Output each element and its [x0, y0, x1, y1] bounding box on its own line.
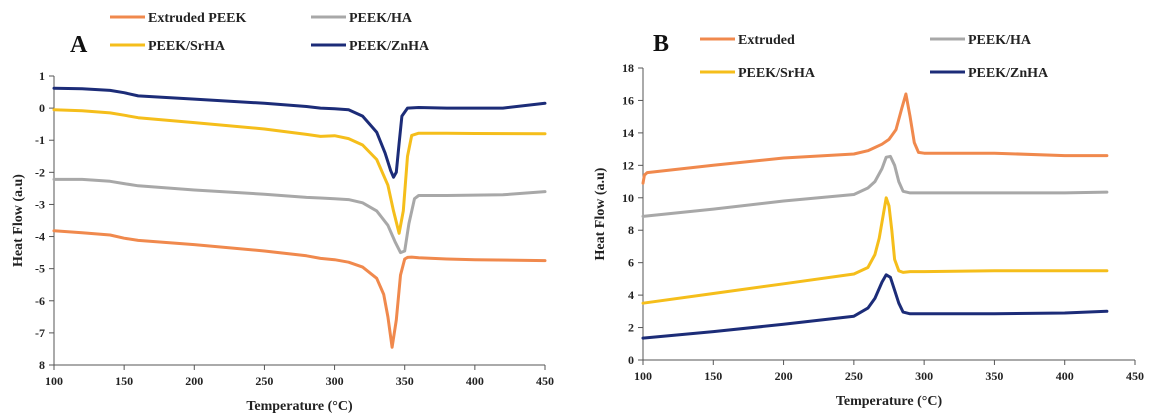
x-tick-label: 450	[1126, 369, 1144, 383]
legend-label-peek-znha: PEEK/ZnHA	[968, 66, 1049, 81]
series-line-peek-znha	[52, 86, 547, 179]
legend-label-extruded-peek: Extruded PEEK	[148, 11, 247, 26]
y-tick-label: 0	[628, 353, 634, 367]
y-tick-label: 4	[628, 288, 634, 302]
series-line-peek-ha	[641, 154, 1109, 218]
series-line-peek-ha	[52, 177, 547, 255]
x-tick-label: 400	[466, 374, 484, 388]
y-tick-label: -4	[35, 230, 45, 244]
y-tick-label: -7	[35, 326, 45, 340]
x-tick-label: 300	[915, 369, 933, 383]
x-tick-label: 450	[536, 374, 554, 388]
legend-label-peek-ha: PEEK/HA	[968, 33, 1032, 48]
y-tick-label: -3	[35, 197, 45, 211]
x-tick-label: 350	[985, 369, 1003, 383]
series-line-peek-znha	[641, 273, 1109, 340]
panel-b: 100 150 200 250 300 350 400 450 0 2 4 6 8 10 12 14 16 18 T…	[593, 31, 1144, 409]
legend-label-peek-srha: PEEK/SrHA	[738, 66, 816, 81]
y-tick-label: 8	[39, 358, 45, 372]
legend-label-peek-znha: PEEK/ZnHA	[349, 39, 430, 54]
x-tick-label: 250	[255, 374, 273, 388]
x-axis-label: Temperature (°C)	[836, 394, 943, 409]
x-tick-label: 100	[45, 374, 63, 388]
series-line-peek-srha	[52, 108, 547, 235]
x-tick-label: 350	[396, 374, 414, 388]
y-tick-label: 10	[622, 191, 634, 205]
series-line-extruded-peek	[52, 229, 547, 349]
y-tick-label: -1	[35, 133, 45, 147]
series-line-extruded	[641, 92, 1109, 185]
y-tick-label: 16	[622, 93, 634, 107]
y-tick-label: 2	[628, 321, 634, 335]
y-axis-label: Heat Flow (a.u)	[11, 174, 26, 267]
x-tick-label: 250	[845, 369, 863, 383]
legend-label-peek-srha: PEEK/SrHA	[148, 39, 226, 54]
panel-letter: A	[70, 32, 88, 58]
y-axis-label: Heat Flow (a.u)	[593, 167, 608, 260]
series-line-peek-srha	[641, 196, 1109, 305]
x-tick-label: 200	[775, 369, 793, 383]
panel-a: 100 150 200 250 300 350 400 450 1 0 -1 -2 -3 -4 -5 -6 -7…	[11, 11, 554, 414]
y-tick-label: -6	[35, 294, 45, 308]
x-axis-label: Temperature (°C)	[246, 399, 353, 414]
y-tick-label: 18	[622, 61, 634, 75]
x-tick-label: 200	[185, 374, 203, 388]
y-tick-label: -2	[35, 165, 45, 179]
x-tick-label: 300	[326, 374, 344, 388]
panel-letter: B	[653, 31, 669, 57]
legend-label-peek-ha: PEEK/HA	[349, 11, 413, 26]
x-tick-label: 150	[704, 369, 722, 383]
y-tick-label: 6	[628, 256, 634, 270]
y-tick-label: 1	[39, 69, 45, 83]
y-tick-label: 8	[628, 223, 634, 237]
x-tick-label: 150	[115, 374, 133, 388]
x-tick-label: 100	[634, 369, 652, 383]
y-tick-label: -5	[35, 262, 45, 276]
x-tick-label: 400	[1056, 369, 1074, 383]
y-tick-label: 14	[622, 126, 634, 140]
y-tick-label: 0	[39, 101, 45, 115]
legend-label-extruded: Extruded	[738, 33, 795, 48]
y-tick-label: 12	[622, 158, 634, 172]
